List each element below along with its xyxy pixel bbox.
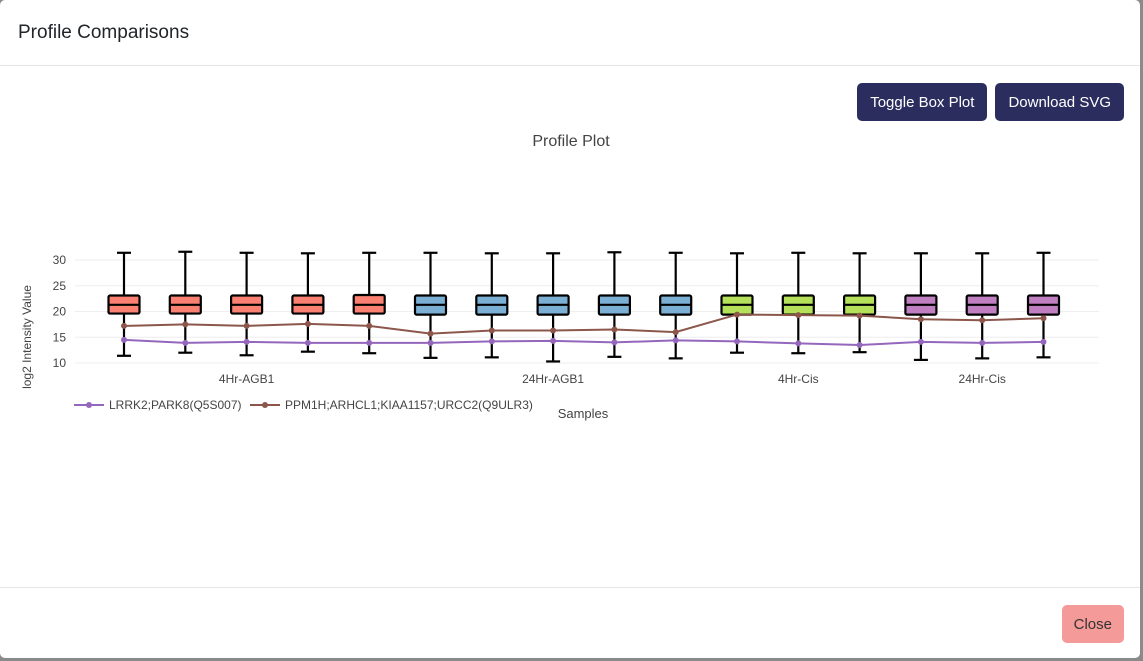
box-11 [720, 252, 754, 354]
series-line [123, 338, 1044, 346]
series-point [979, 317, 986, 324]
download-svg-button[interactable]: Download SVG [995, 83, 1124, 121]
series-point [550, 327, 557, 334]
series-point [243, 322, 250, 329]
series-point [366, 322, 373, 329]
legend-marker [86, 402, 92, 408]
group-label-1: 4Hr-AGB1 [219, 372, 275, 386]
y-tick-label: 30 [53, 253, 67, 267]
plot-toolbar: Toggle Box Plot Download SVG [857, 83, 1124, 121]
x-axis-label: Samples [558, 406, 609, 421]
series-point [366, 339, 373, 346]
box-8 [536, 252, 570, 363]
series-point [1040, 338, 1047, 345]
legend: LRRK2;PARK8(Q5S007) PPM1H;ARHCL1;KIAA1157… [74, 398, 533, 412]
y-tick-labels: 10 15 20 25 30 [53, 253, 67, 370]
y-tick-label: 25 [53, 279, 67, 293]
box-1 [107, 251, 141, 357]
box-14 [904, 252, 938, 362]
series-line [123, 313, 1044, 335]
series-point [243, 338, 250, 345]
series-point [304, 339, 311, 346]
series-point [611, 339, 618, 346]
series-point [734, 338, 740, 345]
legend-item-1: LRRK2;PARK8(Q5S007) [74, 398, 242, 412]
chart-title: Profile Plot [532, 133, 610, 150]
series-point [795, 312, 802, 319]
grid-lines [75, 259, 1099, 364]
group-labels: 4Hr-AGB1 24Hr-AGB1 4Hr-Cis 24Hr-Cis [219, 372, 1006, 386]
series-point [917, 316, 924, 323]
series-point [427, 330, 434, 337]
box-16 [1026, 251, 1061, 359]
profile-lines [121, 311, 1047, 348]
legend-marker [262, 402, 268, 408]
y-tick-label: 10 [53, 356, 67, 370]
series-point [121, 336, 127, 343]
box-5 [352, 251, 386, 355]
box-plots [107, 250, 1061, 363]
modal-header: Profile Comparisons [0, 0, 1140, 66]
series-point [672, 337, 679, 344]
box-9 [597, 251, 632, 358]
series-point [611, 326, 618, 333]
group-label-3: 4Hr-Cis [778, 372, 819, 386]
series-point [182, 339, 189, 346]
series-point [427, 339, 434, 346]
modal-title: Profile Comparisons [18, 21, 190, 43]
series-point [795, 340, 802, 347]
series-point [917, 338, 924, 345]
box-7 [475, 252, 509, 359]
y-tick-label: 20 [53, 305, 67, 319]
box-3 [230, 251, 264, 357]
group-label-2: 24Hr-AGB1 [522, 372, 584, 386]
series-point [734, 311, 740, 318]
series-point [1040, 315, 1047, 322]
series-point [979, 339, 986, 346]
series-point [488, 327, 495, 334]
legend-label: LRRK2;PARK8(Q5S007) [109, 398, 242, 412]
y-tick-label: 15 [53, 330, 67, 344]
box-10 [659, 251, 693, 360]
series-point [672, 329, 679, 336]
series-point [856, 341, 863, 348]
series-point [182, 321, 189, 328]
series-point [856, 312, 863, 319]
y-axis-label: log2 Intensity Value [20, 285, 34, 389]
series-point [121, 322, 127, 329]
close-button[interactable]: Close [1061, 605, 1124, 643]
series-point [488, 338, 495, 345]
series-2 [121, 311, 1047, 337]
series-point [550, 337, 557, 344]
box-2 [168, 250, 202, 354]
profile-plot-chart: Profile Plot 10 15 20 25 30 log2 Intensity V… [20, 133, 1099, 421]
box-4 [291, 252, 325, 353]
box-15 [965, 252, 999, 360]
modal-footer: Close [0, 587, 1140, 658]
toggle-box-plot-button[interactable]: Toggle Box Plot [857, 83, 988, 121]
series-1 [121, 336, 1047, 348]
legend-item-2: PPM1H;ARHCL1;KIAA1157;URCC2(Q9ULR3) [250, 398, 533, 412]
modal-body: Toggle Box Plot Download SVG Profile Plo… [0, 66, 1140, 587]
group-label-4: 24Hr-Cis [959, 372, 1006, 386]
box-12 [781, 251, 815, 355]
series-point [304, 320, 311, 327]
legend-label: PPM1H;ARHCL1;KIAA1157;URCC2(Q9ULR3) [285, 398, 533, 412]
